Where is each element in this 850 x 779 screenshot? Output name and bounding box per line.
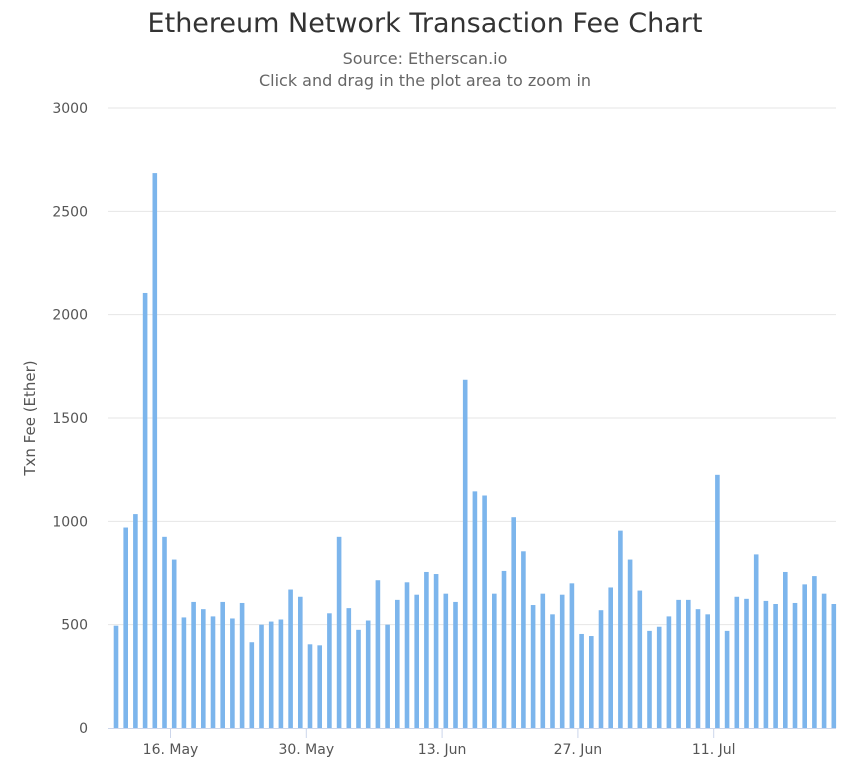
bar[interactable] bbox=[550, 614, 555, 728]
x-tick-label: 11. Jul bbox=[692, 742, 736, 758]
chart-subtitle: Source: Etherscan.io bbox=[342, 49, 508, 68]
chart-title: Ethereum Network Transaction Fee Chart bbox=[147, 8, 703, 39]
bar[interactable] bbox=[336, 536, 342, 728]
bar[interactable] bbox=[598, 610, 604, 728]
bar[interactable] bbox=[113, 625, 119, 728]
bar[interactable] bbox=[521, 551, 526, 728]
bar[interactable] bbox=[395, 599, 400, 728]
bar[interactable] bbox=[589, 636, 594, 728]
bar[interactable] bbox=[676, 599, 681, 728]
bar[interactable] bbox=[647, 630, 652, 728]
bar-series[interactable] bbox=[113, 173, 837, 729]
bar[interactable] bbox=[230, 618, 235, 728]
bar[interactable] bbox=[763, 600, 769, 728]
bar[interactable] bbox=[414, 594, 419, 728]
bar[interactable] bbox=[666, 616, 672, 728]
bar[interactable] bbox=[404, 582, 410, 728]
bar[interactable] bbox=[346, 608, 352, 728]
x-tick-label: 27. Jun bbox=[554, 742, 603, 758]
bar[interactable] bbox=[123, 527, 128, 728]
y-axis-label: Txn Fee (Ether) bbox=[21, 360, 39, 476]
bar[interactable] bbox=[783, 571, 788, 728]
bar[interactable] bbox=[802, 584, 807, 728]
bar[interactable] bbox=[462, 379, 468, 728]
bar[interactable] bbox=[210, 616, 216, 728]
x-tick-label: 16. May bbox=[143, 742, 199, 758]
bar[interactable] bbox=[181, 617, 187, 728]
bar[interactable] bbox=[753, 554, 759, 728]
bar[interactable] bbox=[559, 594, 565, 728]
y-tick-label: 2500 bbox=[52, 204, 88, 220]
bar[interactable] bbox=[278, 619, 284, 729]
y-axis-ticks: 0 500 1000 1500 2000 2500 3000 bbox=[52, 101, 88, 737]
bar[interactable] bbox=[492, 593, 497, 728]
gridlines bbox=[108, 107, 836, 626]
bar[interactable] bbox=[627, 559, 633, 728]
bar[interactable] bbox=[433, 574, 439, 728]
bar[interactable] bbox=[501, 570, 507, 728]
bar[interactable] bbox=[443, 593, 449, 728]
x-tick-label: 13. Jun bbox=[418, 742, 467, 758]
bar[interactable] bbox=[773, 604, 778, 728]
bar[interactable] bbox=[220, 601, 225, 728]
bar[interactable] bbox=[191, 601, 196, 728]
bar[interactable] bbox=[637, 590, 643, 728]
x-tick-label: 30. May bbox=[278, 742, 334, 758]
bar[interactable] bbox=[288, 589, 293, 728]
bar[interactable] bbox=[171, 559, 177, 728]
x-axis: 16. May 30. May 13. Jun 27. Jun 11. Jul bbox=[108, 728, 836, 758]
bar[interactable] bbox=[385, 624, 390, 728]
bar[interactable] bbox=[540, 593, 546, 728]
bar[interactable] bbox=[695, 609, 701, 728]
bar[interactable] bbox=[152, 173, 158, 729]
bar[interactable] bbox=[453, 601, 458, 728]
y-tick-label: 1500 bbox=[52, 411, 88, 427]
bar[interactable] bbox=[792, 602, 798, 728]
bar[interactable] bbox=[472, 491, 478, 728]
bar[interactable] bbox=[482, 495, 487, 729]
bar[interactable] bbox=[201, 609, 206, 728]
bar[interactable] bbox=[821, 593, 827, 728]
bar[interactable] bbox=[724, 630, 730, 728]
zoom-hint: Click and drag in the plot area to zoom … bbox=[258, 71, 592, 90]
bar[interactable] bbox=[239, 602, 245, 728]
bar[interactable] bbox=[812, 576, 817, 728]
bar[interactable] bbox=[618, 530, 623, 728]
bar[interactable] bbox=[268, 621, 274, 728]
y-tick-label: 1000 bbox=[52, 514, 88, 530]
bar[interactable] bbox=[356, 629, 361, 728]
bar[interactable] bbox=[511, 517, 516, 728]
bar[interactable] bbox=[579, 633, 584, 728]
bar[interactable] bbox=[317, 645, 322, 728]
bar[interactable] bbox=[686, 599, 691, 728]
bar[interactable] bbox=[162, 536, 167, 728]
y-tick-label: 0 bbox=[79, 721, 88, 737]
bar[interactable] bbox=[569, 583, 575, 728]
bar[interactable] bbox=[831, 604, 837, 728]
bar[interactable] bbox=[327, 613, 332, 728]
bar[interactable] bbox=[705, 614, 710, 728]
bar[interactable] bbox=[259, 624, 264, 728]
bar[interactable] bbox=[133, 514, 138, 728]
y-tick-label: 2000 bbox=[52, 308, 88, 324]
bar[interactable] bbox=[307, 644, 313, 728]
y-tick-label: 3000 bbox=[52, 101, 88, 117]
bar[interactable] bbox=[375, 580, 381, 728]
bar[interactable] bbox=[715, 474, 720, 728]
bar[interactable] bbox=[530, 605, 536, 728]
y-tick-label: 500 bbox=[61, 618, 88, 634]
bar[interactable] bbox=[424, 571, 429, 728]
bar[interactable] bbox=[734, 596, 740, 728]
bar[interactable] bbox=[608, 587, 613, 728]
bar[interactable] bbox=[744, 598, 749, 728]
bar[interactable] bbox=[365, 620, 371, 728]
bar[interactable] bbox=[656, 626, 662, 728]
bar[interactable] bbox=[249, 642, 255, 728]
bar[interactable] bbox=[298, 596, 303, 728]
bar[interactable] bbox=[142, 292, 148, 728]
